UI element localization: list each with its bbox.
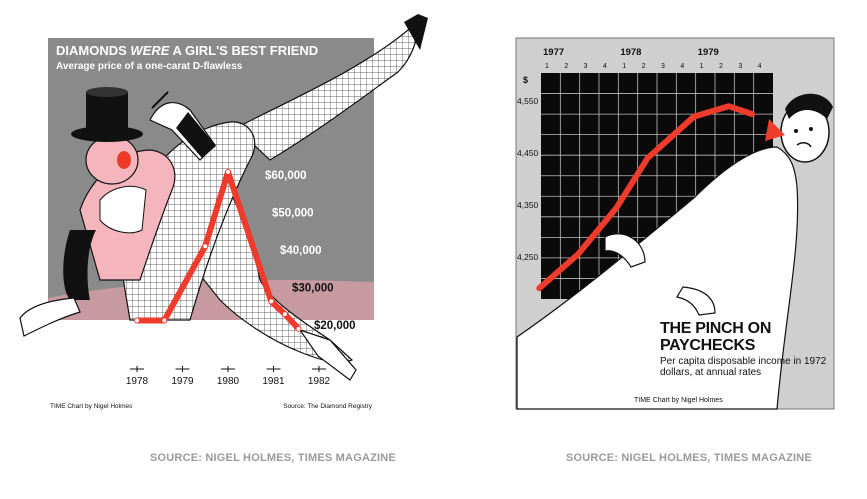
data-point <box>203 244 208 249</box>
x-tick-label: 1980 <box>217 376 240 387</box>
y-tick-label: 4,250 <box>517 252 539 262</box>
quarter-label: 2 <box>564 63 568 70</box>
quarter-label: 1 <box>545 63 549 70</box>
quarter-label: 2 <box>719 63 723 70</box>
diamonds-chart: $20,000 $30,000 $40,000 $50,000 $60,000 1978… <box>0 0 435 433</box>
quarter-label: 4 <box>680 63 684 70</box>
caption-right: SOURCE: NIGEL HOLMES, TIMES MAGAZINE <box>566 452 812 464</box>
chart-title: DIAMONDS WERE A GIRL'S BEST FRIEND <box>56 43 318 58</box>
y-tick-label: $20,000 <box>314 320 356 332</box>
data-point <box>296 326 301 331</box>
chart-subtitle: Average price of a one-carat D-flawless <box>56 61 243 72</box>
y-tick-label: $30,000 <box>292 283 334 295</box>
chart-lower-area <box>48 320 374 410</box>
x-tick-label: 1981 <box>262 376 285 387</box>
quarter-label: 4 <box>758 63 762 70</box>
caption-left: SOURCE: NIGEL HOLMES, TIMES MAGAZINE <box>150 452 396 464</box>
y-tick-label: $60,000 <box>265 170 307 182</box>
quarter-label: 3 <box>584 63 588 70</box>
data-point <box>135 318 139 323</box>
x-tick-label: 1982 <box>308 376 331 387</box>
year-label: 1978 <box>620 47 641 58</box>
chart-credit: TIME Chart by Nigel Holmes <box>50 403 133 410</box>
quarter-label: 2 <box>642 63 646 70</box>
data-point <box>226 170 230 174</box>
x-tick-label: 1978 <box>126 376 149 387</box>
data-point <box>750 112 754 116</box>
year-label: 1979 <box>698 47 719 58</box>
paychecks-chart: 1977 1978 1979 1 2 3 4 1 2 3 4 1 2 3 4 $ 4,550 4,450 4,… <box>515 37 835 410</box>
chart-subtitle: Per capita disposable income in 1972 dol… <box>660 356 827 378</box>
x-tick-label: 1979 <box>171 376 194 387</box>
data-point <box>162 318 167 323</box>
y-tick-label: 4,350 <box>517 200 539 210</box>
chart-credit: TIME Chart by Nigel Holmes <box>634 397 723 404</box>
data-point <box>282 312 287 317</box>
data-point <box>269 299 274 304</box>
data-point <box>537 286 541 290</box>
arrow-head <box>765 119 785 141</box>
y-tick-label: $50,000 <box>272 208 314 220</box>
data-point <box>727 104 731 108</box>
data-point <box>576 252 580 256</box>
y-tick-label: 4,450 <box>517 148 539 158</box>
quarter-label: 4 <box>603 63 607 70</box>
falling-man-illustration <box>516 93 833 410</box>
data-point <box>692 115 696 119</box>
reclining-figure-illustration <box>19 14 428 381</box>
quarter-label: 3 <box>661 63 665 70</box>
data-point <box>646 156 650 160</box>
year-label: 1977 <box>543 47 564 58</box>
y-unit-label: $ <box>523 75 528 85</box>
quarter-label: 1 <box>700 63 704 70</box>
chart-source: Source: The Diamond Registry <box>283 403 373 410</box>
data-point <box>615 206 619 210</box>
y-tick-label: $40,000 <box>280 245 322 257</box>
quarter-label: 1 <box>622 63 626 70</box>
chart-title: THE PINCH ON PAYCHECKS <box>660 320 772 354</box>
quarter-label: 3 <box>738 63 742 70</box>
y-tick-label: 4,550 <box>517 96 539 106</box>
